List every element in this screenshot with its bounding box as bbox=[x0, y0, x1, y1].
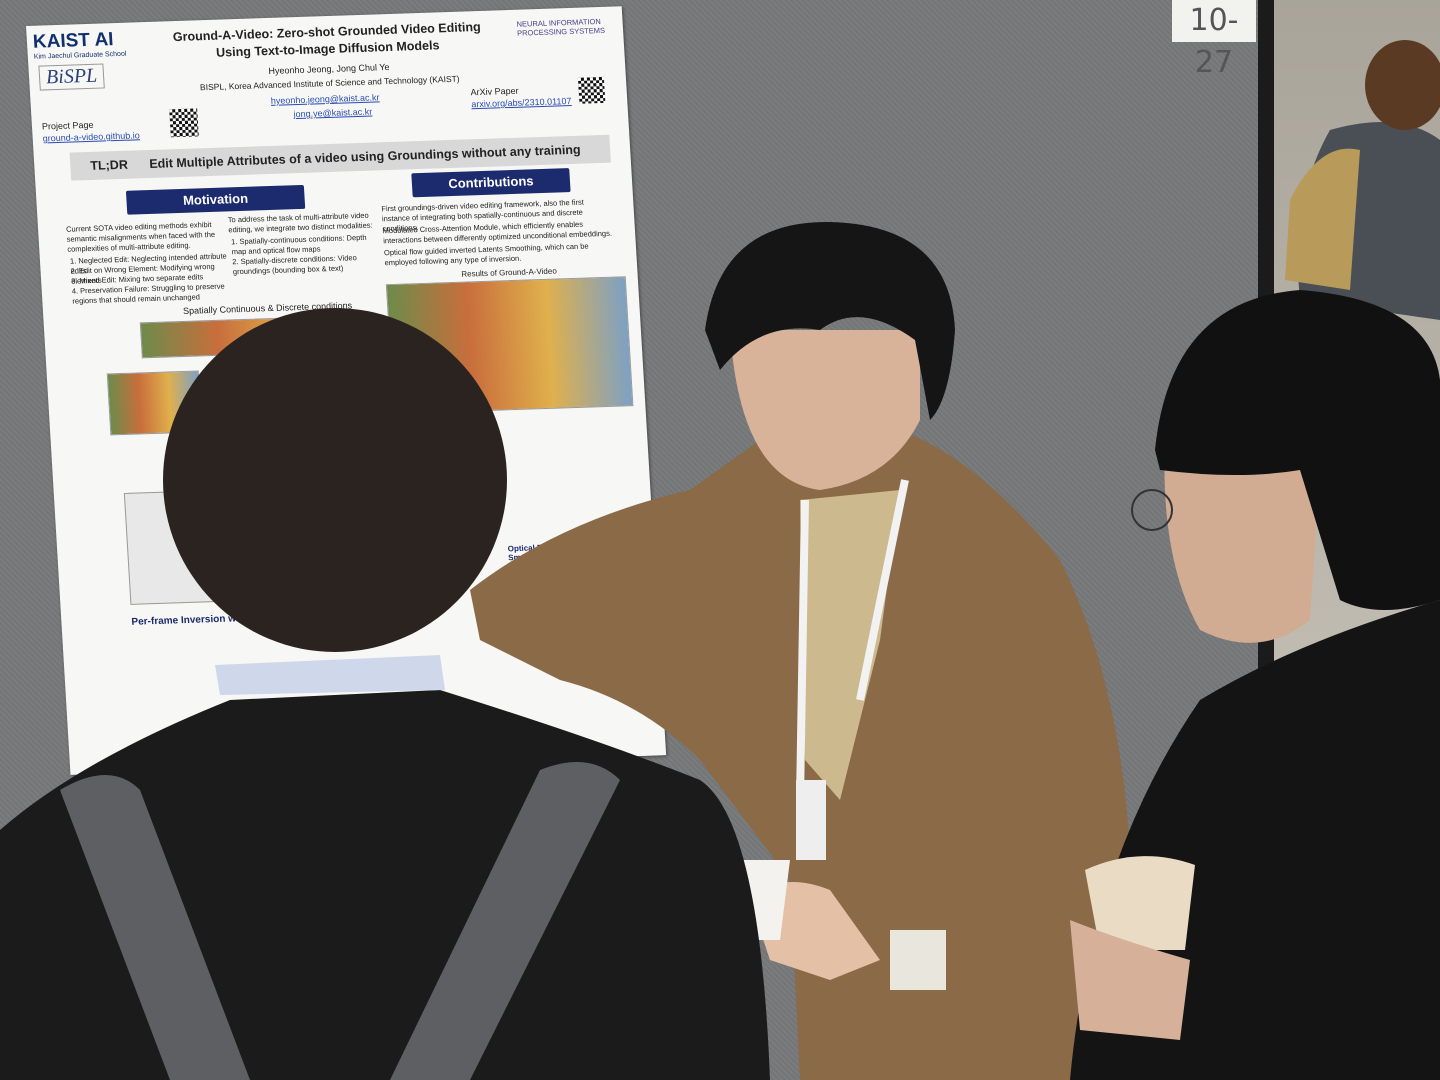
hair bbox=[163, 308, 507, 652]
hand bbox=[1070, 920, 1190, 1040]
coffee-cup bbox=[1085, 856, 1195, 950]
lanyard bbox=[796, 479, 909, 801]
hair bbox=[705, 221, 955, 420]
shirt bbox=[800, 490, 900, 800]
collar bbox=[215, 655, 445, 695]
background-hair bbox=[1365, 40, 1440, 130]
board-number: 10-27 bbox=[1172, 0, 1256, 80]
backpack-strap bbox=[60, 762, 620, 1080]
face bbox=[730, 330, 920, 490]
name-badge bbox=[796, 780, 826, 860]
face bbox=[1164, 440, 1320, 643]
glasses bbox=[1131, 489, 1173, 531]
hair bbox=[1155, 290, 1440, 610]
coat-label bbox=[890, 930, 946, 990]
backpack bbox=[1285, 148, 1360, 290]
